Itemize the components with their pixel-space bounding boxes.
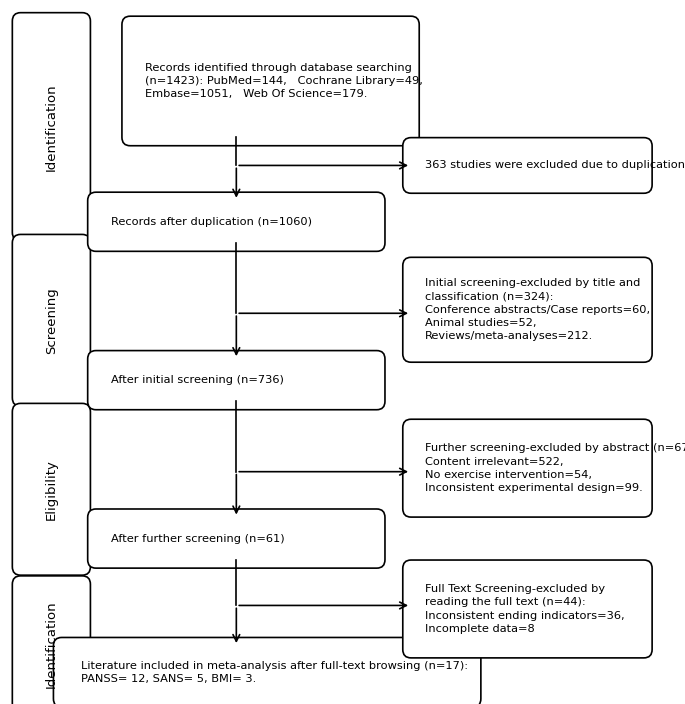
Text: Eligibility: Eligibility	[45, 459, 58, 520]
FancyBboxPatch shape	[403, 419, 652, 517]
FancyBboxPatch shape	[403, 560, 652, 658]
FancyBboxPatch shape	[12, 403, 90, 575]
FancyBboxPatch shape	[403, 138, 652, 193]
Text: 363 studies were excluded due to duplication.: 363 studies were excluded due to duplica…	[425, 161, 685, 170]
Text: Records identified through database searching
(n=1423): PubMed=144,   Cochrane L: Records identified through database sear…	[145, 63, 423, 99]
FancyBboxPatch shape	[88, 509, 385, 568]
Text: After further screening (n=61): After further screening (n=61)	[111, 534, 285, 543]
FancyBboxPatch shape	[88, 192, 385, 251]
FancyBboxPatch shape	[88, 351, 385, 410]
Text: Screening: Screening	[45, 287, 58, 353]
Text: After initial screening (n=736): After initial screening (n=736)	[111, 375, 284, 385]
Text: Full Text Screening-excluded by
reading the full text (n=44):
Inconsistent endin: Full Text Screening-excluded by reading …	[425, 584, 625, 634]
Text: Further screening-excluded by abstract (n=675):
Content irrelevant=522,
No exerc: Further screening-excluded by abstract (…	[425, 444, 685, 493]
FancyBboxPatch shape	[122, 16, 419, 146]
FancyBboxPatch shape	[12, 576, 90, 704]
FancyBboxPatch shape	[53, 638, 481, 704]
Text: Identification: Identification	[45, 83, 58, 170]
FancyBboxPatch shape	[12, 234, 90, 406]
Text: Literature included in meta-analysis after full-text browsing (n=17):
PANSS= 12,: Literature included in meta-analysis aft…	[81, 661, 468, 684]
FancyBboxPatch shape	[12, 13, 90, 241]
FancyBboxPatch shape	[403, 257, 652, 362]
Text: Records after duplication (n=1060): Records after duplication (n=1060)	[111, 217, 312, 227]
Text: Initial screening-excluded by title and
classification (n=324):
Conference abstr: Initial screening-excluded by title and …	[425, 278, 650, 341]
Text: Identification: Identification	[45, 601, 58, 688]
